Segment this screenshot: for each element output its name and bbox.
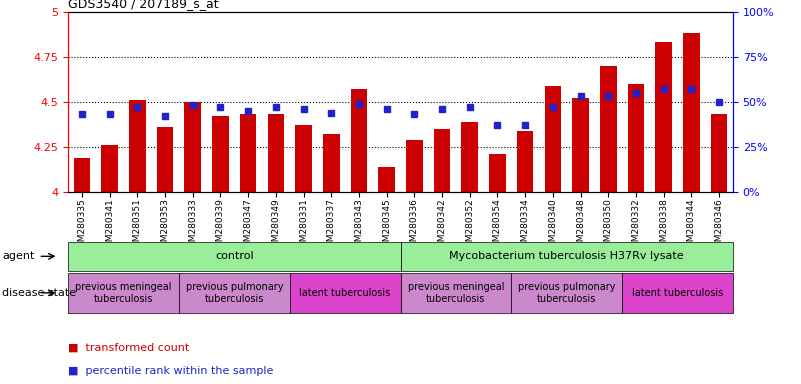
Bar <box>184 102 201 192</box>
Bar <box>212 116 229 192</box>
Text: control: control <box>215 251 254 262</box>
Bar <box>74 158 91 192</box>
Bar <box>628 84 644 192</box>
Bar <box>710 114 727 192</box>
Bar <box>461 122 478 192</box>
Text: previous meningeal
tuberculosis: previous meningeal tuberculosis <box>75 282 171 304</box>
Bar <box>129 100 146 192</box>
Text: agent: agent <box>2 251 34 262</box>
Bar <box>323 134 340 192</box>
Bar <box>434 129 450 192</box>
Text: GDS3540 / 207189_s_at: GDS3540 / 207189_s_at <box>68 0 219 10</box>
Text: previous pulmonary
tuberculosis: previous pulmonary tuberculosis <box>518 282 615 304</box>
Bar <box>655 42 672 192</box>
Text: latent tuberculosis: latent tuberculosis <box>300 288 391 298</box>
Bar <box>268 114 284 192</box>
Text: disease state: disease state <box>2 288 77 298</box>
Text: previous pulmonary
tuberculosis: previous pulmonary tuberculosis <box>186 282 283 304</box>
Bar <box>296 125 312 192</box>
Bar <box>572 98 589 192</box>
Text: latent tuberculosis: latent tuberculosis <box>632 288 723 298</box>
Bar <box>378 167 395 192</box>
Bar <box>239 114 256 192</box>
Bar <box>545 86 562 192</box>
Bar <box>101 145 118 192</box>
Text: Mycobacterium tuberculosis H37Rv lysate: Mycobacterium tuberculosis H37Rv lysate <box>449 251 684 262</box>
Bar <box>517 131 533 192</box>
Text: previous meningeal
tuberculosis: previous meningeal tuberculosis <box>408 282 504 304</box>
Bar <box>351 89 367 192</box>
Bar <box>489 154 505 192</box>
Bar <box>683 33 700 192</box>
Text: ■  transformed count: ■ transformed count <box>68 343 189 353</box>
Text: ■  percentile rank within the sample: ■ percentile rank within the sample <box>68 366 273 376</box>
Bar <box>157 127 173 192</box>
Bar <box>600 66 617 192</box>
Bar <box>406 140 423 192</box>
